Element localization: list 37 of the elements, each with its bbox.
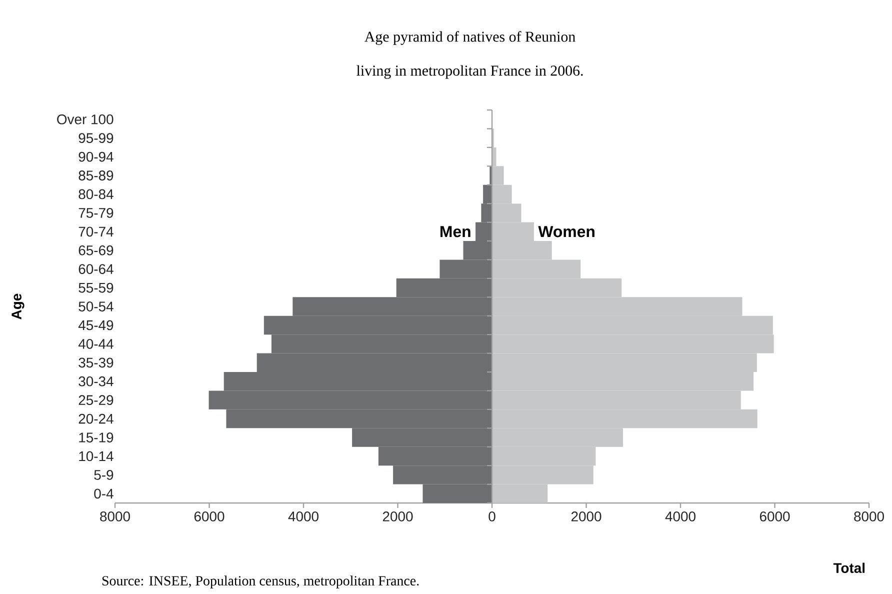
series-label: Women [538, 226, 594, 238]
y-tick-label: 40-44 [78, 338, 114, 349]
y-tick-label: 65-69 [78, 245, 114, 256]
y-tick-label: 20-24 [78, 414, 114, 424]
x-tick-label: 8000 [854, 512, 884, 522]
y-tick-label: Over 100 [57, 114, 114, 124]
y-tick-label: 70-74 [78, 226, 114, 237]
y-tick-label: 0-4 [94, 488, 114, 499]
chart-title: Age pyramid of natives of Reunion [364, 31, 576, 45]
y-tick-label: 5-9 [94, 470, 114, 480]
y-tick-label: 80-84 [78, 189, 114, 200]
chart-subtitle: living in metropolitan France in 2006. [356, 65, 583, 79]
series-label: Men [440, 226, 470, 238]
y-tick-label: 75-79 [78, 208, 114, 218]
y-tick-label: 35-39 [78, 358, 114, 368]
y-tick-label: 45-49 [78, 320, 114, 330]
y-tick-label: 15-19 [79, 432, 114, 442]
x-tick-label: 6000 [194, 512, 224, 522]
x-tick-label: 4000 [665, 512, 696, 522]
y-tick-label: 85-89 [78, 170, 114, 180]
y-tick-label: 60-64 [78, 264, 114, 274]
y-axis-title: Age [12, 294, 24, 320]
y-tick-label: 50-54 [78, 302, 114, 312]
x-tick-label: 6000 [760, 512, 790, 522]
x-axis-title: Total [833, 562, 865, 573]
y-tick-label: 90-94 [78, 152, 114, 162]
y-tick-label: 30-34 [78, 376, 114, 386]
y-tick-label: 55-59 [78, 282, 114, 293]
y-tick-label: 95-99 [78, 133, 114, 144]
y-tick-label: 10-14 [79, 451, 114, 462]
source-note: Source: INSEE, Population census, metropolitan France. [102, 576, 419, 588]
x-tick-label: 2000 [382, 512, 413, 522]
x-tick-label: 2000 [571, 512, 602, 522]
y-tick-label: 25-29 [78, 395, 114, 406]
x-tick-label: 8000 [100, 512, 130, 522]
x-tick-label: 0 [488, 512, 496, 522]
x-tick-label: 4000 [288, 512, 318, 522]
